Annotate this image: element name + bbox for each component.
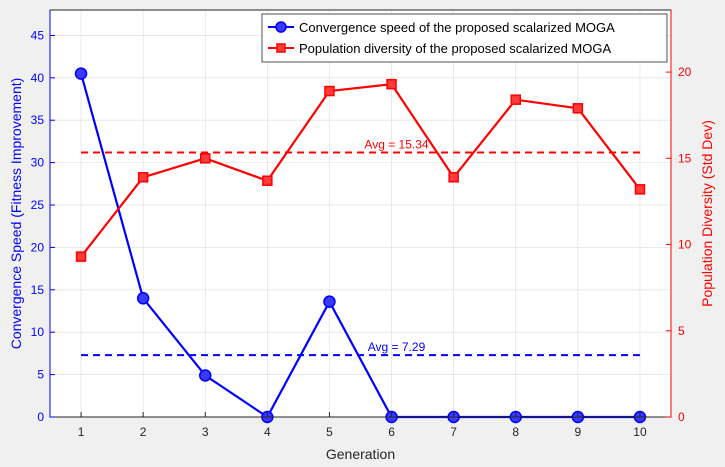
y-left-tick-label: 30 [31, 156, 45, 170]
y-axis-left-label: Convergence Speed (Fitness Improvement) [8, 78, 24, 350]
data-point-diversity [262, 175, 273, 186]
y-axis-left-ticks: 0 5 10 15 20 25 30 35 40 45 [31, 10, 55, 424]
y-right-tick-label: 10 [678, 238, 692, 252]
y-axis-right-ticks: 0 5 10 15 20 [666, 10, 692, 424]
legend-box [261, 13, 668, 63]
average-label-diversity: Avg = 15.34 [364, 137, 428, 151]
x-tick-label: 9 [575, 425, 582, 439]
legend-marker-diversity [276, 43, 286, 53]
y-axis-right-label: Population Diversity (Std Dev) [699, 120, 715, 307]
y-left-tick-label: 5 [37, 368, 44, 382]
y-left-tick-label: 45 [31, 28, 45, 42]
data-point-diversity [510, 94, 521, 105]
data-point-convergence [136, 292, 150, 305]
legend-marker-convergence [275, 21, 287, 33]
x-tick-label: 5 [326, 425, 333, 439]
y-left-tick-label: 25 [31, 198, 45, 212]
x-tick-label: 10 [633, 425, 647, 439]
data-point-diversity [448, 172, 459, 183]
data-point-diversity [572, 103, 584, 114]
legend-label-convergence: Convergence speed of the proposed scalar… [299, 20, 615, 35]
data-point-convergence [323, 295, 336, 308]
series-line-diversity [80, 83, 641, 258]
x-tick-label: 1 [78, 425, 85, 439]
data-point-diversity [324, 85, 335, 97]
average-label-convergence: Avg = 7.29 [368, 340, 426, 354]
x-axis-ticks: 1 2 3 4 5 6 7 8 9 10 [78, 412, 647, 439]
legend-label-diversity: Population diversity of the proposed sca… [299, 41, 611, 56]
legend: Convergence speed of the proposed scalar… [261, 13, 668, 63]
data-point-diversity [75, 251, 87, 262]
y-left-tick-label: 0 [37, 410, 44, 424]
data-point-diversity [200, 153, 211, 164]
x-tick-label: 2 [140, 425, 147, 439]
y-right-tick-label: 0 [678, 410, 685, 424]
x-tick-label: 6 [388, 425, 395, 439]
x-axis-label: Generation [326, 446, 395, 462]
data-point-diversity [137, 172, 149, 183]
data-point-convergence [74, 67, 88, 80]
average-lines: Avg = 7.29 Avg = 15.34 [81, 137, 640, 357]
y-left-tick-label: 40 [31, 71, 45, 85]
y-right-tick-label: 20 [678, 65, 692, 79]
data-point-convergence [199, 369, 212, 382]
y-left-tick-label: 35 [31, 113, 45, 127]
x-tick-label: 7 [450, 425, 457, 439]
y-left-tick-label: 15 [31, 283, 45, 297]
data-point-diversity [386, 78, 397, 90]
x-tick-label: 4 [264, 425, 271, 439]
y-right-tick-label: 15 [678, 151, 692, 165]
y-left-tick-label: 20 [31, 240, 45, 254]
x-tick-label: 8 [512, 425, 519, 439]
y-right-tick-label: 5 [678, 324, 685, 338]
y-left-tick-label: 10 [31, 325, 45, 339]
data-point-diversity [634, 184, 646, 195]
x-tick-label: 3 [202, 425, 209, 439]
